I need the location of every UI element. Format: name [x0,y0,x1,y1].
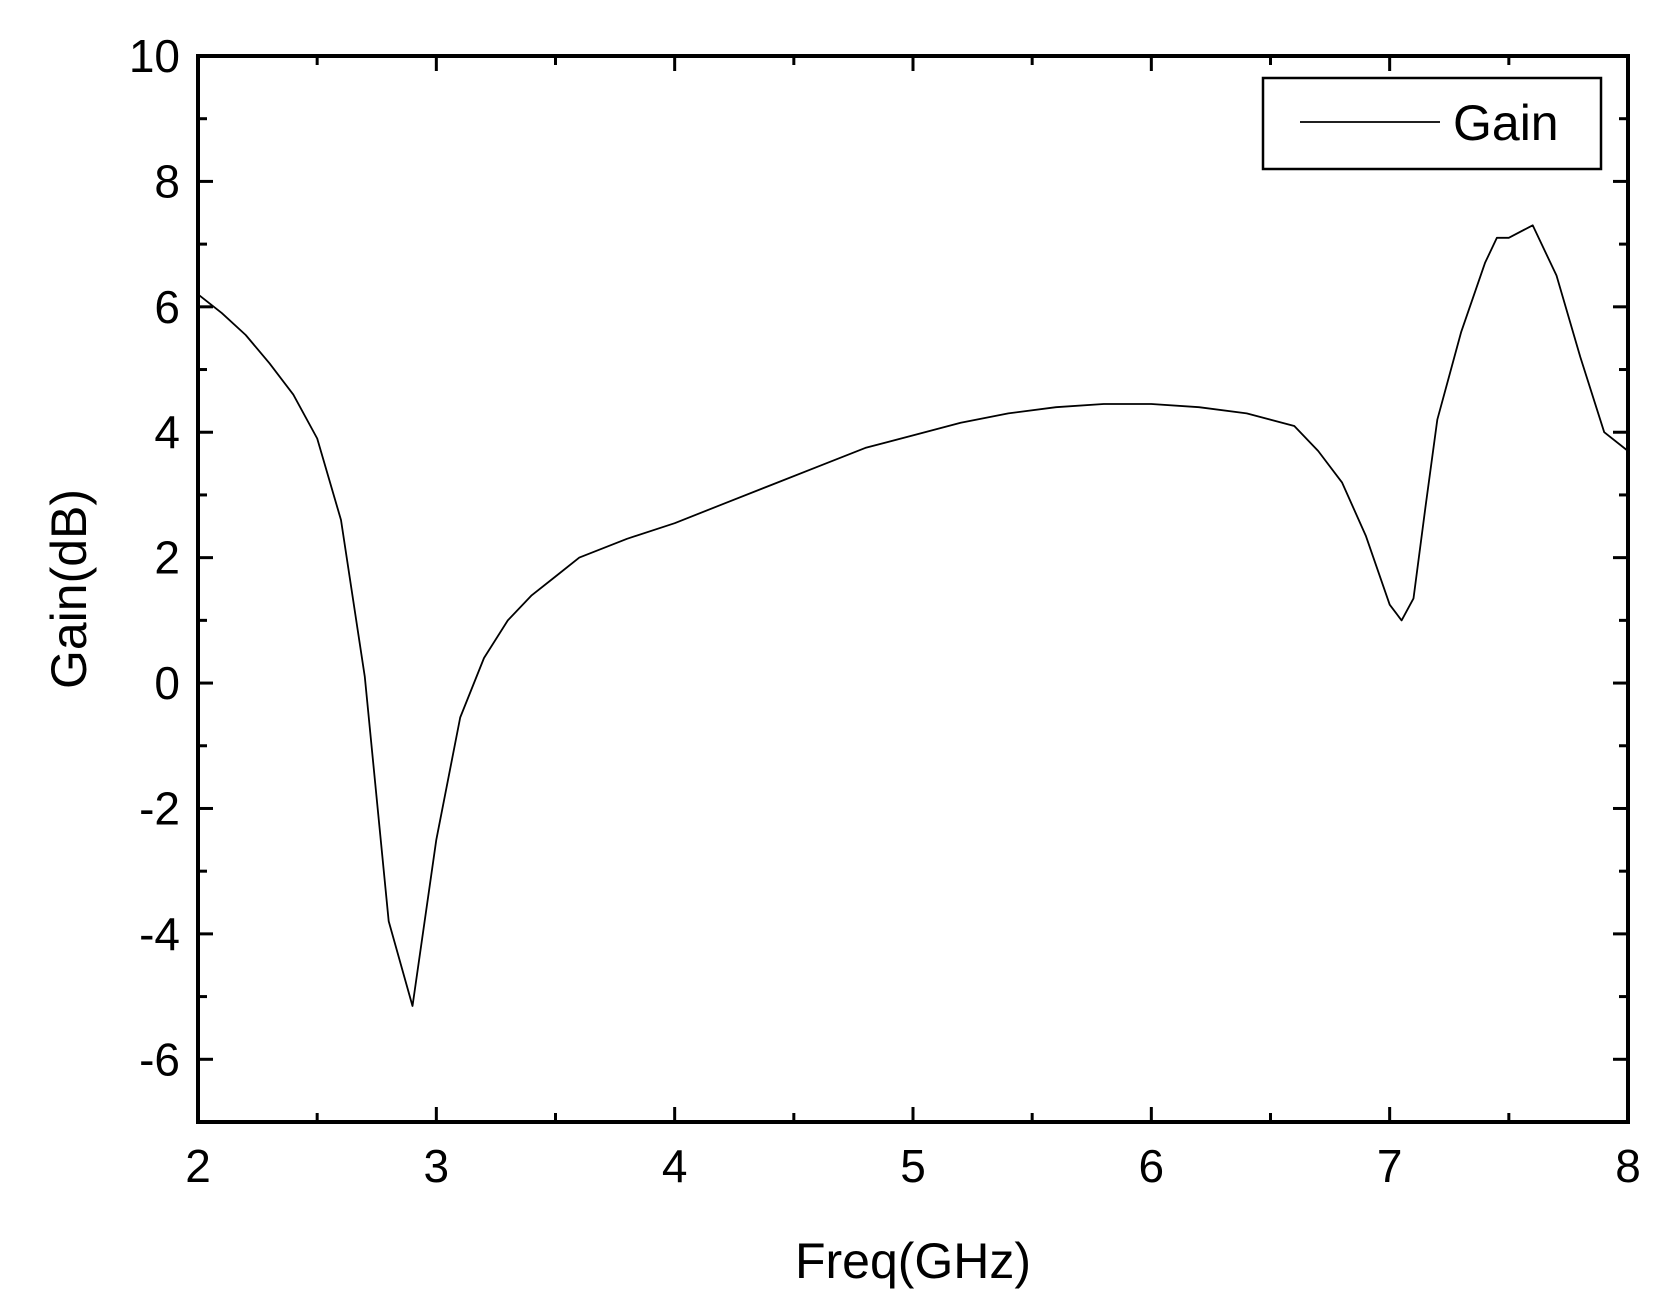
x-tick-label: 7 [1377,1140,1403,1192]
x-tick-label: 3 [424,1140,450,1192]
legend-label-gain: Gain [1453,95,1559,151]
y-tick-label: 2 [154,532,180,584]
y-tick-label: 4 [154,406,180,458]
series-line-gain [197,224,1629,1007]
y-axis-title: Gain(dB) [41,489,97,689]
x-tick-label: 6 [1139,1140,1165,1192]
plot-frame [196,54,1630,1124]
y-tick-label: 8 [154,155,180,207]
x-axis-title: Freq(GHz) [795,1233,1031,1289]
series-layer [197,224,1629,1007]
x-tick-label: 4 [662,1140,688,1192]
y-tick-label: -2 [139,782,180,834]
x-tick-label: 2 [185,1140,211,1192]
y-tick-label: 10 [129,30,180,82]
legend: Gain [1261,76,1603,171]
legend-box [1261,76,1603,171]
ticks-layer [196,54,1630,1124]
y-tick-label: -6 [139,1033,180,1085]
y-tick-label: 6 [154,281,180,333]
y-tick-label: -4 [139,908,180,960]
x-tick-labels: 2 3 4 5 6 7 8 [185,1140,1641,1192]
x-tick-label: 5 [900,1140,926,1192]
y-tick-label: 0 [154,657,180,709]
y-tick-labels: -6 -4 -2 0 2 4 6 8 10 [129,30,180,1085]
x-tick-label: 8 [1615,1140,1641,1192]
